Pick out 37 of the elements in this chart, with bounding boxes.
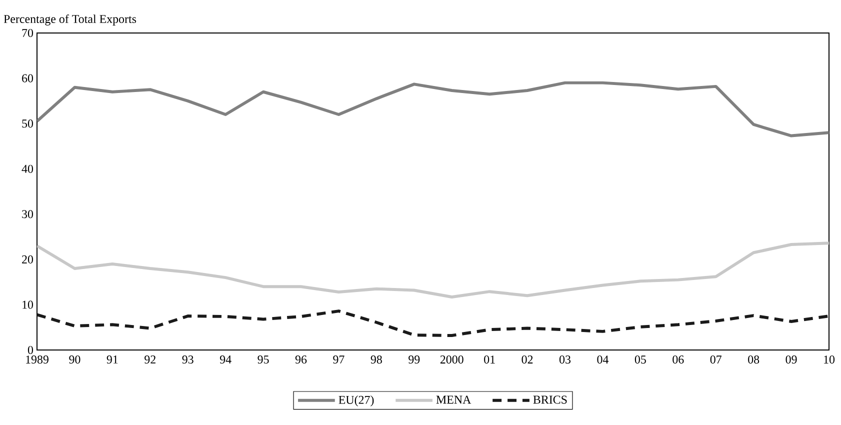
y-tick-label: 60 [22, 74, 34, 82]
legend-label: EU(27) [338, 395, 374, 406]
line-series [37, 310, 830, 338]
x-tick-label: 07 [710, 356, 722, 364]
x-tick-label: 97 [333, 356, 344, 364]
x-tick-label: 09 [786, 356, 797, 364]
x-tick-label: 91 [106, 356, 118, 364]
x-tick-label: 08 [748, 356, 760, 364]
legend-label: BRICS [533, 396, 567, 404]
x-tick-label: 04 [597, 356, 609, 364]
legend-label: MENA [436, 396, 472, 404]
y-tick-label: 40 [22, 164, 34, 173]
y-tick-label: 20 [22, 255, 34, 264]
y-tick-label: 0 [28, 346, 34, 354]
x-tick-label: 02 [522, 356, 533, 364]
y-tick-label: 50 [22, 120, 34, 128]
x-tick-label: 10 [824, 356, 835, 364]
x-tick-label: 90 [69, 356, 80, 364]
line-series [37, 81, 830, 138]
y-tick-label: 70 [22, 28, 34, 38]
y-tick-label: 10 [22, 300, 34, 309]
x-tick-label: 1989 [26, 356, 48, 364]
x-tick-label: 95 [258, 356, 269, 364]
x-tick-label: 01 [484, 356, 495, 364]
x-tick-label: 05 [634, 356, 646, 364]
x-tick-label: 06 [672, 356, 684, 364]
x-tick-label: 98 [370, 356, 382, 364]
x-tick-label: 99 [408, 356, 420, 364]
x-tick-label: 94 [220, 356, 232, 364]
line-series [37, 242, 830, 299]
y-tick-label: 30 [22, 210, 34, 218]
x-tick-label: 92 [144, 356, 156, 364]
x-tick-label: 03 [559, 356, 571, 364]
x-tick-label: 93 [182, 356, 194, 364]
x-tick-label: 2000 [440, 356, 464, 364]
y-axis-title: Percentage of Total Exports [4, 14, 136, 26]
x-tick-label: 96 [295, 356, 307, 364]
